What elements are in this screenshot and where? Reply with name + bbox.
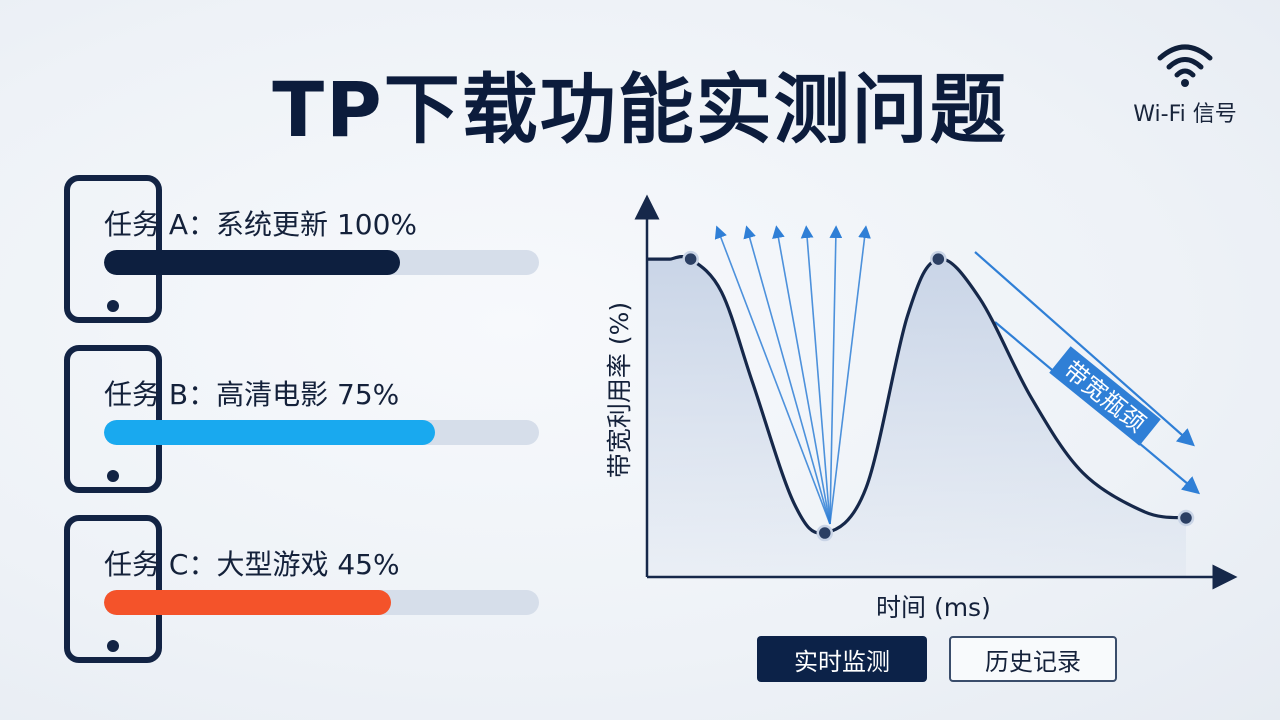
progress-bar — [104, 420, 539, 445]
up-arrow — [743, 225, 831, 525]
bottleneck-annotation: 带宽瓶颈 — [1058, 356, 1150, 438]
y-axis-label: 带宽利用率 (%) — [605, 302, 634, 478]
progress-fill — [104, 420, 435, 445]
area-fill — [647, 256, 1186, 577]
series-line — [647, 255, 1187, 536]
live-monitor-button[interactable]: 实时监测 — [757, 636, 927, 682]
task-label: 任务 A：系统更新 100% — [104, 208, 418, 241]
data-point — [930, 250, 947, 268]
wifi-icon — [1157, 44, 1213, 87]
phone-icon — [64, 345, 162, 493]
up-arrow — [714, 225, 831, 525]
phone-icon — [64, 175, 162, 323]
progress-fill — [104, 250, 400, 275]
task-b: 任务 B：高清电影 75% — [64, 345, 544, 495]
bandwidth-chart: 带宽利用率 (%) 带宽瓶颈 — [605, 194, 1238, 590]
up-arrow — [829, 225, 871, 525]
task-label: 任务 C：大型游戏 45% — [104, 548, 400, 581]
data-point — [1177, 509, 1195, 527]
progress-bar — [104, 250, 539, 275]
progress-fill — [104, 590, 392, 615]
task-a: 任务 A：系统更新 100% — [64, 175, 544, 325]
up-arrow — [772, 225, 831, 525]
x-axis-label: 时间 (ms) — [876, 593, 991, 622]
history-button[interactable]: 历史记录 — [949, 636, 1117, 682]
task-label: 任务 B：高清电影 75% — [104, 378, 400, 411]
progress-bar — [104, 590, 539, 615]
phone-icon — [64, 515, 162, 663]
bottleneck-arrow — [974, 251, 1195, 447]
data-point — [682, 250, 699, 268]
page-title: TP下载功能实测问题 — [272, 65, 1008, 154]
up-arrow — [829, 225, 843, 524]
wifi-indicator: Wi-Fi 信号 — [1125, 42, 1245, 128]
wifi-label: Wi-Fi 信号 — [1133, 102, 1237, 127]
data-point — [816, 524, 834, 542]
up-arrow — [800, 225, 831, 525]
task-c: 任务 C：大型游戏 45% — [64, 515, 544, 665]
